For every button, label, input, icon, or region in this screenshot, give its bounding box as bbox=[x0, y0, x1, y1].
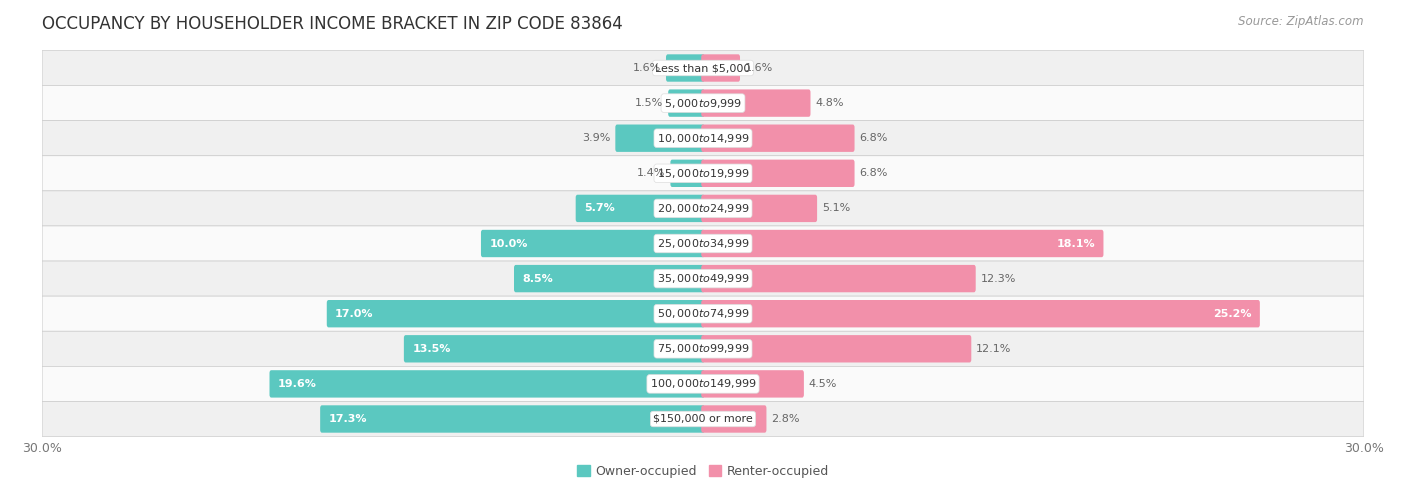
FancyBboxPatch shape bbox=[702, 370, 804, 397]
Text: $20,000 to $24,999: $20,000 to $24,999 bbox=[657, 202, 749, 215]
Text: 1.6%: 1.6% bbox=[745, 63, 773, 73]
FancyBboxPatch shape bbox=[702, 195, 817, 222]
Legend: Owner-occupied, Renter-occupied: Owner-occupied, Renter-occupied bbox=[572, 460, 834, 483]
FancyBboxPatch shape bbox=[666, 55, 704, 82]
Text: 2.8%: 2.8% bbox=[772, 414, 800, 424]
Text: 13.5%: 13.5% bbox=[412, 344, 450, 354]
FancyBboxPatch shape bbox=[321, 405, 704, 432]
FancyBboxPatch shape bbox=[702, 125, 855, 152]
FancyBboxPatch shape bbox=[42, 191, 1364, 226]
FancyBboxPatch shape bbox=[42, 261, 1364, 296]
Text: $25,000 to $34,999: $25,000 to $34,999 bbox=[657, 237, 749, 250]
FancyBboxPatch shape bbox=[702, 405, 766, 432]
FancyBboxPatch shape bbox=[702, 160, 855, 187]
FancyBboxPatch shape bbox=[702, 300, 1260, 327]
Text: 18.1%: 18.1% bbox=[1056, 239, 1095, 248]
FancyBboxPatch shape bbox=[702, 90, 810, 117]
Text: 25.2%: 25.2% bbox=[1213, 309, 1251, 318]
FancyBboxPatch shape bbox=[515, 265, 704, 292]
FancyBboxPatch shape bbox=[668, 90, 704, 117]
FancyBboxPatch shape bbox=[404, 335, 704, 362]
FancyBboxPatch shape bbox=[42, 86, 1364, 121]
Text: 1.5%: 1.5% bbox=[636, 98, 664, 108]
Text: 4.5%: 4.5% bbox=[808, 379, 837, 389]
Text: $35,000 to $49,999: $35,000 to $49,999 bbox=[657, 272, 749, 285]
Text: $10,000 to $14,999: $10,000 to $14,999 bbox=[657, 131, 749, 145]
FancyBboxPatch shape bbox=[42, 226, 1364, 261]
Text: 1.6%: 1.6% bbox=[633, 63, 661, 73]
FancyBboxPatch shape bbox=[42, 401, 1364, 436]
Text: $100,000 to $149,999: $100,000 to $149,999 bbox=[650, 377, 756, 391]
FancyBboxPatch shape bbox=[270, 370, 704, 397]
Text: 1.4%: 1.4% bbox=[637, 169, 665, 178]
FancyBboxPatch shape bbox=[42, 51, 1364, 86]
Text: 3.9%: 3.9% bbox=[582, 133, 610, 143]
FancyBboxPatch shape bbox=[42, 156, 1364, 191]
Text: 12.3%: 12.3% bbox=[980, 274, 1017, 283]
FancyBboxPatch shape bbox=[575, 195, 704, 222]
Text: $15,000 to $19,999: $15,000 to $19,999 bbox=[657, 167, 749, 180]
Text: 8.5%: 8.5% bbox=[523, 274, 553, 283]
Text: OCCUPANCY BY HOUSEHOLDER INCOME BRACKET IN ZIP CODE 83864: OCCUPANCY BY HOUSEHOLDER INCOME BRACKET … bbox=[42, 15, 623, 33]
FancyBboxPatch shape bbox=[42, 121, 1364, 156]
Text: $5,000 to $9,999: $5,000 to $9,999 bbox=[664, 96, 742, 110]
Text: $150,000 or more: $150,000 or more bbox=[654, 414, 752, 424]
Text: 6.8%: 6.8% bbox=[859, 169, 887, 178]
FancyBboxPatch shape bbox=[616, 125, 704, 152]
Text: 5.7%: 5.7% bbox=[583, 204, 614, 213]
FancyBboxPatch shape bbox=[702, 265, 976, 292]
FancyBboxPatch shape bbox=[702, 335, 972, 362]
Text: 6.8%: 6.8% bbox=[859, 133, 887, 143]
Text: Source: ZipAtlas.com: Source: ZipAtlas.com bbox=[1239, 15, 1364, 28]
FancyBboxPatch shape bbox=[326, 300, 704, 327]
Text: 17.0%: 17.0% bbox=[335, 309, 374, 318]
Text: 12.1%: 12.1% bbox=[976, 344, 1011, 354]
FancyBboxPatch shape bbox=[481, 230, 704, 257]
Text: 19.6%: 19.6% bbox=[278, 379, 316, 389]
FancyBboxPatch shape bbox=[702, 55, 740, 82]
FancyBboxPatch shape bbox=[42, 331, 1364, 366]
FancyBboxPatch shape bbox=[702, 230, 1104, 257]
Text: 17.3%: 17.3% bbox=[329, 414, 367, 424]
Text: Less than $5,000: Less than $5,000 bbox=[655, 63, 751, 73]
Text: 5.1%: 5.1% bbox=[823, 204, 851, 213]
Text: 4.8%: 4.8% bbox=[815, 98, 844, 108]
Text: 10.0%: 10.0% bbox=[489, 239, 527, 248]
Text: $50,000 to $74,999: $50,000 to $74,999 bbox=[657, 307, 749, 320]
FancyBboxPatch shape bbox=[42, 296, 1364, 331]
Text: $75,000 to $99,999: $75,000 to $99,999 bbox=[657, 342, 749, 356]
FancyBboxPatch shape bbox=[671, 160, 704, 187]
FancyBboxPatch shape bbox=[42, 366, 1364, 401]
